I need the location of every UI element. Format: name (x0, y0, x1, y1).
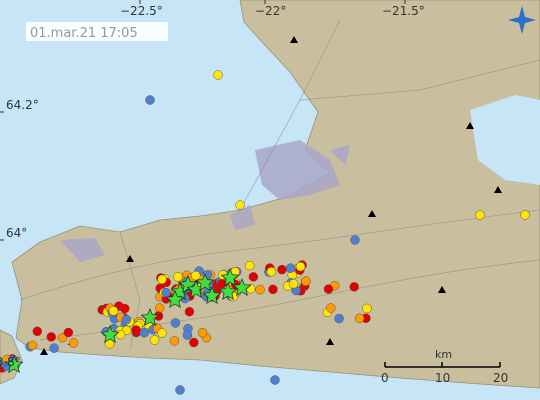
quake (27, 340, 38, 351)
quake (349, 282, 359, 292)
quake (334, 313, 344, 324)
quake-star (140, 308, 160, 327)
quake (157, 328, 167, 338)
quake (295, 261, 306, 272)
scale-bar (384, 362, 501, 368)
lava-field (60, 140, 350, 262)
quake-star (100, 325, 120, 344)
quake (154, 303, 165, 313)
lat-label: 64° (6, 226, 27, 240)
lat-label: 63.8° (0, 355, 21, 369)
quake (323, 284, 334, 294)
quake (270, 375, 280, 385)
quake (475, 210, 485, 220)
quake-star (218, 282, 238, 301)
quake (190, 270, 201, 281)
lat-label: 64.2° (6, 98, 39, 112)
quake (149, 335, 160, 345)
quake (131, 325, 141, 335)
quake (184, 306, 195, 317)
quake (362, 303, 372, 314)
quake (244, 260, 255, 271)
quake (326, 303, 336, 313)
quake (108, 306, 119, 316)
quake-star (195, 273, 215, 292)
quake (175, 385, 185, 395)
quake (288, 278, 299, 289)
quake (169, 336, 180, 346)
compass (508, 6, 536, 34)
scale-unit: km (435, 348, 452, 361)
quake (235, 200, 245, 210)
quake (49, 343, 59, 353)
quake (182, 330, 193, 340)
quake (63, 327, 74, 338)
quake (248, 272, 259, 282)
quake (139, 327, 150, 338)
quake-star (202, 286, 222, 305)
quake (354, 313, 365, 324)
quake-star (232, 278, 252, 297)
quake (255, 284, 265, 295)
scale-label: 0 (381, 371, 389, 385)
timestamp: 01.mar.21 17:05 (30, 26, 138, 41)
quake (161, 287, 171, 298)
timestamp-box (26, 22, 168, 41)
lon-label: −21.5° (382, 4, 425, 18)
quake (157, 274, 167, 285)
quake (285, 263, 296, 273)
quake (197, 327, 208, 338)
quake-star (220, 268, 240, 287)
quake (32, 326, 43, 337)
quake (301, 276, 311, 286)
quake (115, 329, 126, 340)
quake (121, 314, 132, 325)
quake (145, 95, 155, 105)
lon-label: −22.5° (120, 4, 163, 18)
ticks (0, 0, 406, 369)
lon-label: −22° (255, 4, 286, 18)
lake (470, 95, 540, 185)
quake-star (4, 355, 24, 374)
quake (266, 266, 277, 277)
quake (173, 272, 183, 282)
quake (120, 303, 130, 314)
scale-label: 10 (435, 371, 450, 385)
quake-star (165, 290, 185, 309)
quake (68, 338, 79, 348)
quake (268, 284, 278, 295)
quake (170, 318, 181, 328)
quake (520, 210, 530, 220)
quake (350, 235, 360, 245)
land (11, 0, 540, 389)
scale-label: 20 (493, 371, 508, 385)
quake (46, 332, 57, 342)
quake (213, 70, 223, 80)
earthquakes (0, 70, 530, 395)
quake (189, 337, 199, 348)
quake (277, 264, 287, 275)
